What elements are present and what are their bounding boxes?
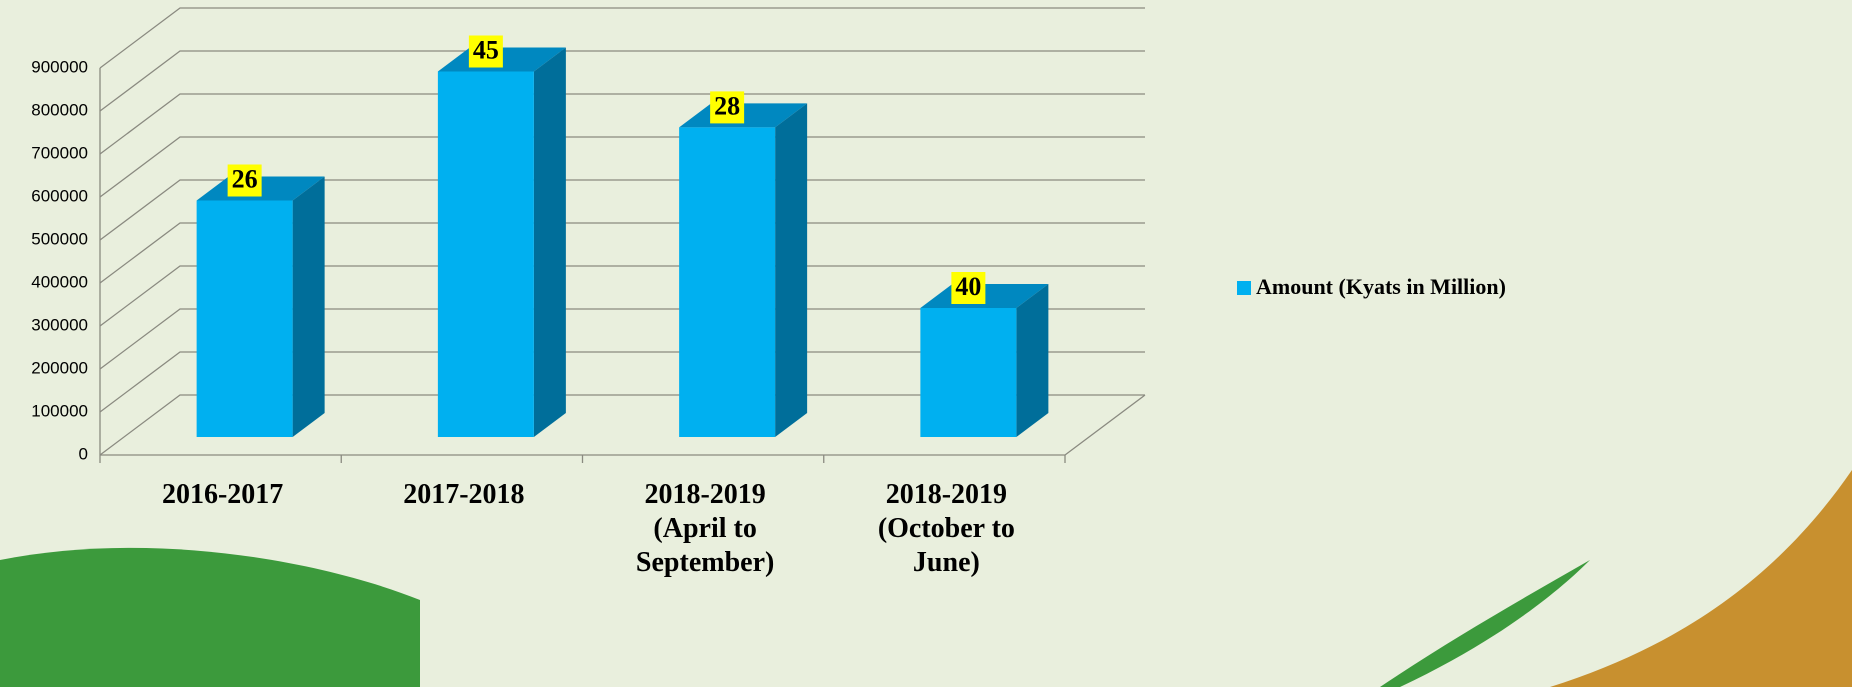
y-tick-label: 900000 — [31, 57, 88, 76]
y-tick-label: 300000 — [31, 315, 88, 334]
y-tick-label: 200000 — [31, 358, 88, 377]
y-tick-label: 400000 — [31, 272, 88, 291]
x-tick-label: 2018-2019 (October to June) — [877, 479, 1015, 578]
grid-line — [99, 93, 1145, 155]
y-tick-label: 100000 — [31, 401, 88, 420]
bar — [437, 71, 534, 437]
bar-label: 45 — [473, 35, 499, 64]
bar — [679, 127, 776, 438]
bar-label: 28 — [714, 91, 740, 120]
y-tick-label: 500000 — [31, 229, 88, 248]
label-box — [227, 164, 262, 197]
grid-line — [99, 265, 1145, 327]
grid-line — [99, 50, 1145, 112]
label-box — [951, 272, 986, 304]
grid-line — [99, 394, 1145, 456]
bar-label: 40 — [955, 272, 981, 301]
grid-line — [99, 136, 1145, 198]
legend-label: Amount (Kyats in Million) — [1256, 274, 1506, 299]
y-tick-label: 0 — [79, 444, 88, 463]
grid-line — [99, 7, 1145, 69]
decor-swoosh — [1550, 470, 1852, 687]
x-tick-label: 2017-2018 — [403, 479, 525, 510]
y-tick-label: 700000 — [31, 143, 88, 162]
y-tick-label: 600000 — [31, 186, 88, 205]
decor-swoosh — [1380, 560, 1590, 687]
legend-swatch — [1237, 281, 1251, 295]
y-tick-label: 800000 — [31, 100, 88, 119]
grid-line — [99, 351, 1145, 413]
label-box — [468, 35, 503, 68]
bar-side — [292, 176, 325, 437]
grid-line — [99, 222, 1145, 284]
bar-label: 26 — [232, 164, 258, 193]
bar — [196, 200, 293, 437]
bar-side — [775, 103, 808, 438]
x-tick-label: 2016-2017 — [161, 479, 284, 510]
decor-swoosh — [0, 547, 420, 687]
x-tick-label: 2018-2019 (April to September) — [635, 479, 775, 578]
grid-line — [99, 179, 1145, 241]
bar-side — [533, 47, 566, 437]
label-box — [710, 91, 745, 124]
bar — [920, 308, 1017, 437]
grid-line — [99, 308, 1145, 370]
bar-side — [1016, 284, 1049, 437]
